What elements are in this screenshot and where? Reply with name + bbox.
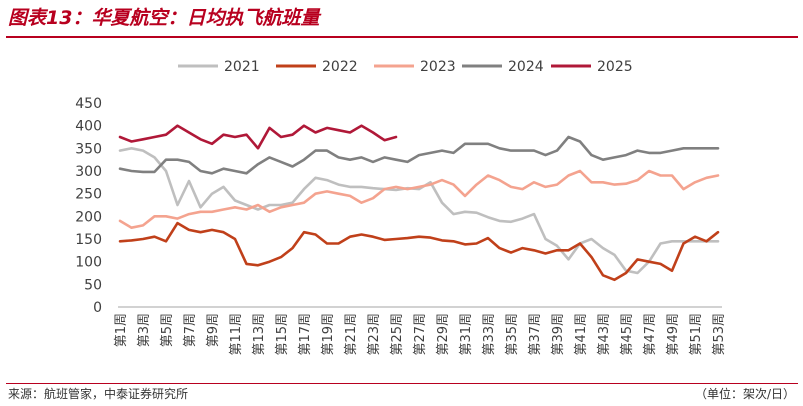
- series-line-2023: [118, 169, 720, 229]
- x-tick-label: 第9周: [206, 313, 221, 347]
- x-tick-label: 第41周: [574, 313, 589, 356]
- x-tick-label: 第7周: [183, 313, 198, 347]
- series-line-2024: [118, 135, 720, 175]
- x-tick-label: 第13周: [252, 313, 267, 356]
- x-tick-label: 第17周: [298, 313, 313, 356]
- x-tick-label: 第31周: [459, 313, 474, 356]
- x-tick-label: 第37周: [528, 313, 543, 356]
- x-tick-label: 第51周: [689, 313, 704, 356]
- x-tick-label: 第45周: [620, 313, 635, 356]
- x-tick-label: 第1周: [114, 313, 129, 347]
- x-tick-label: 第15周: [275, 313, 290, 356]
- y-tick-label: 450: [75, 96, 102, 112]
- x-tick-label: 第43周: [597, 313, 612, 356]
- y-tick-label: 250: [75, 187, 102, 203]
- chart-legend: 2021 2022 2023 2024 2025: [178, 59, 633, 75]
- x-tick-label: 第35周: [505, 313, 520, 356]
- legend-label-2021: 2021: [224, 59, 260, 75]
- x-tick-label: 第21周: [344, 313, 359, 356]
- x-tick-label: 第23周: [367, 313, 382, 356]
- legend-label-2024: 2024: [508, 59, 544, 75]
- x-tick-label: 第25周: [390, 313, 405, 356]
- x-tick-label: 第27周: [413, 313, 428, 356]
- y-tick-label: 300: [75, 164, 102, 180]
- x-tick-label: 第3周: [137, 313, 152, 347]
- footer-divider: [6, 383, 798, 384]
- y-axis: 0 50 100 150 200 250 300 350 400 450: [75, 96, 102, 316]
- y-tick-label: 0: [93, 300, 102, 316]
- title-divider: [6, 36, 798, 38]
- y-tick-label: 50: [84, 277, 102, 293]
- series-line-2025: [118, 124, 398, 150]
- y-tick-label: 100: [75, 255, 102, 271]
- x-axis: 第1周 第3周 第5周 第7周 第9周 第11周 第13周 第15周 第17周 第19周 第21周第…: [114, 306, 727, 356]
- y-tick-label: 400: [75, 119, 102, 135]
- unit-note: （单位：架次/日）: [694, 387, 795, 401]
- x-tick-label: 第19周: [321, 313, 336, 356]
- x-tick-label: 第33周: [482, 313, 497, 356]
- source-note: 来源：航班管家，中泰证券研究所: [8, 387, 189, 401]
- series-line-2021: [118, 147, 720, 275]
- legend-label-2025: 2025: [597, 59, 633, 75]
- page-title: 图表13：华夏航空：日均执飞航班量: [8, 7, 320, 29]
- legend-label-2023: 2023: [420, 59, 456, 75]
- x-tick-label: 第39周: [551, 313, 566, 356]
- y-tick-label: 350: [75, 141, 102, 157]
- x-tick-label: 第53周: [712, 313, 727, 356]
- line-chart: 2021 2022 2023 2024 2025 0 50 100 150 200 250 300 3…: [75, 59, 727, 356]
- x-tick-label: 第47周: [643, 313, 658, 356]
- legend-label-2022: 2022: [322, 59, 358, 75]
- x-tick-label: 第5周: [160, 313, 175, 347]
- x-tick-label: 第29周: [436, 313, 451, 356]
- x-tick-label: 第11周: [229, 313, 244, 356]
- series-line-2022: [118, 221, 720, 282]
- y-tick-label: 150: [75, 232, 102, 248]
- series-layer: [118, 124, 720, 282]
- x-tick-label: 第49周: [666, 313, 681, 356]
- y-tick-label: 200: [75, 209, 102, 225]
